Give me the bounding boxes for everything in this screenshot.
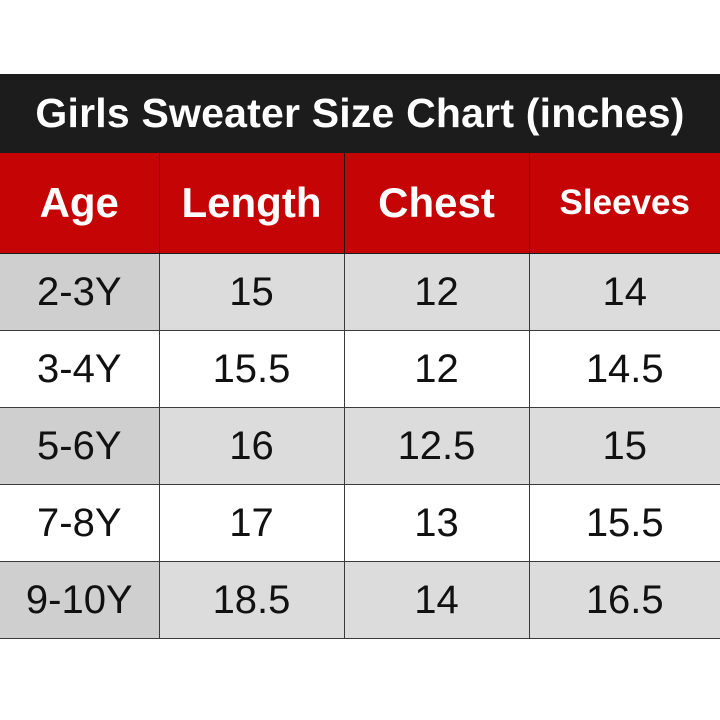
chest-cell: 12 (343, 253, 529, 331)
header-length: Length (158, 153, 344, 254)
age-cell: 3-4Y (0, 330, 159, 408)
table-row: 2-3Y 15 12 14 (0, 253, 720, 331)
chest-cell: 13 (343, 484, 529, 562)
length-cell: 15 (158, 253, 344, 331)
sleeves-cell: 16.5 (528, 561, 720, 639)
header-row: Age Length Chest Sleeves (0, 153, 720, 254)
table-row: 7-8Y 17 13 15.5 (0, 484, 720, 562)
age-cell: 5-6Y (0, 407, 159, 485)
title-bar: Girls Sweater Size Chart (inches) (0, 74, 720, 153)
table-row: 3-4Y 15.5 12 14.5 (0, 330, 720, 408)
sleeves-cell: 14 (528, 253, 720, 331)
chest-cell: 14 (343, 561, 529, 639)
length-cell: 18.5 (158, 561, 344, 639)
chest-cell: 12.5 (343, 407, 529, 485)
age-cell: 2-3Y (0, 253, 159, 331)
header-chest: Chest (343, 153, 529, 254)
age-cell: 9-10Y (0, 561, 159, 639)
table-row: 9-10Y 18.5 14 16.5 (0, 561, 720, 639)
length-cell: 15.5 (158, 330, 344, 408)
chart-title: Girls Sweater Size Chart (inches) (35, 90, 685, 136)
header-sleeves: Sleeves (528, 153, 720, 254)
header-age: Age (0, 153, 159, 254)
sleeves-cell: 15 (528, 407, 720, 485)
length-cell: 16 (158, 407, 344, 485)
chest-cell: 12 (343, 330, 529, 408)
table-row: 5-6Y 16 12.5 15 (0, 407, 720, 485)
sleeves-cell: 14.5 (528, 330, 720, 408)
length-cell: 17 (158, 484, 344, 562)
age-cell: 7-8Y (0, 484, 159, 562)
size-table: Age Length Chest Sleeves 2-3Y 15 12 14 3… (0, 153, 720, 639)
sleeves-cell: 15.5 (528, 484, 720, 562)
